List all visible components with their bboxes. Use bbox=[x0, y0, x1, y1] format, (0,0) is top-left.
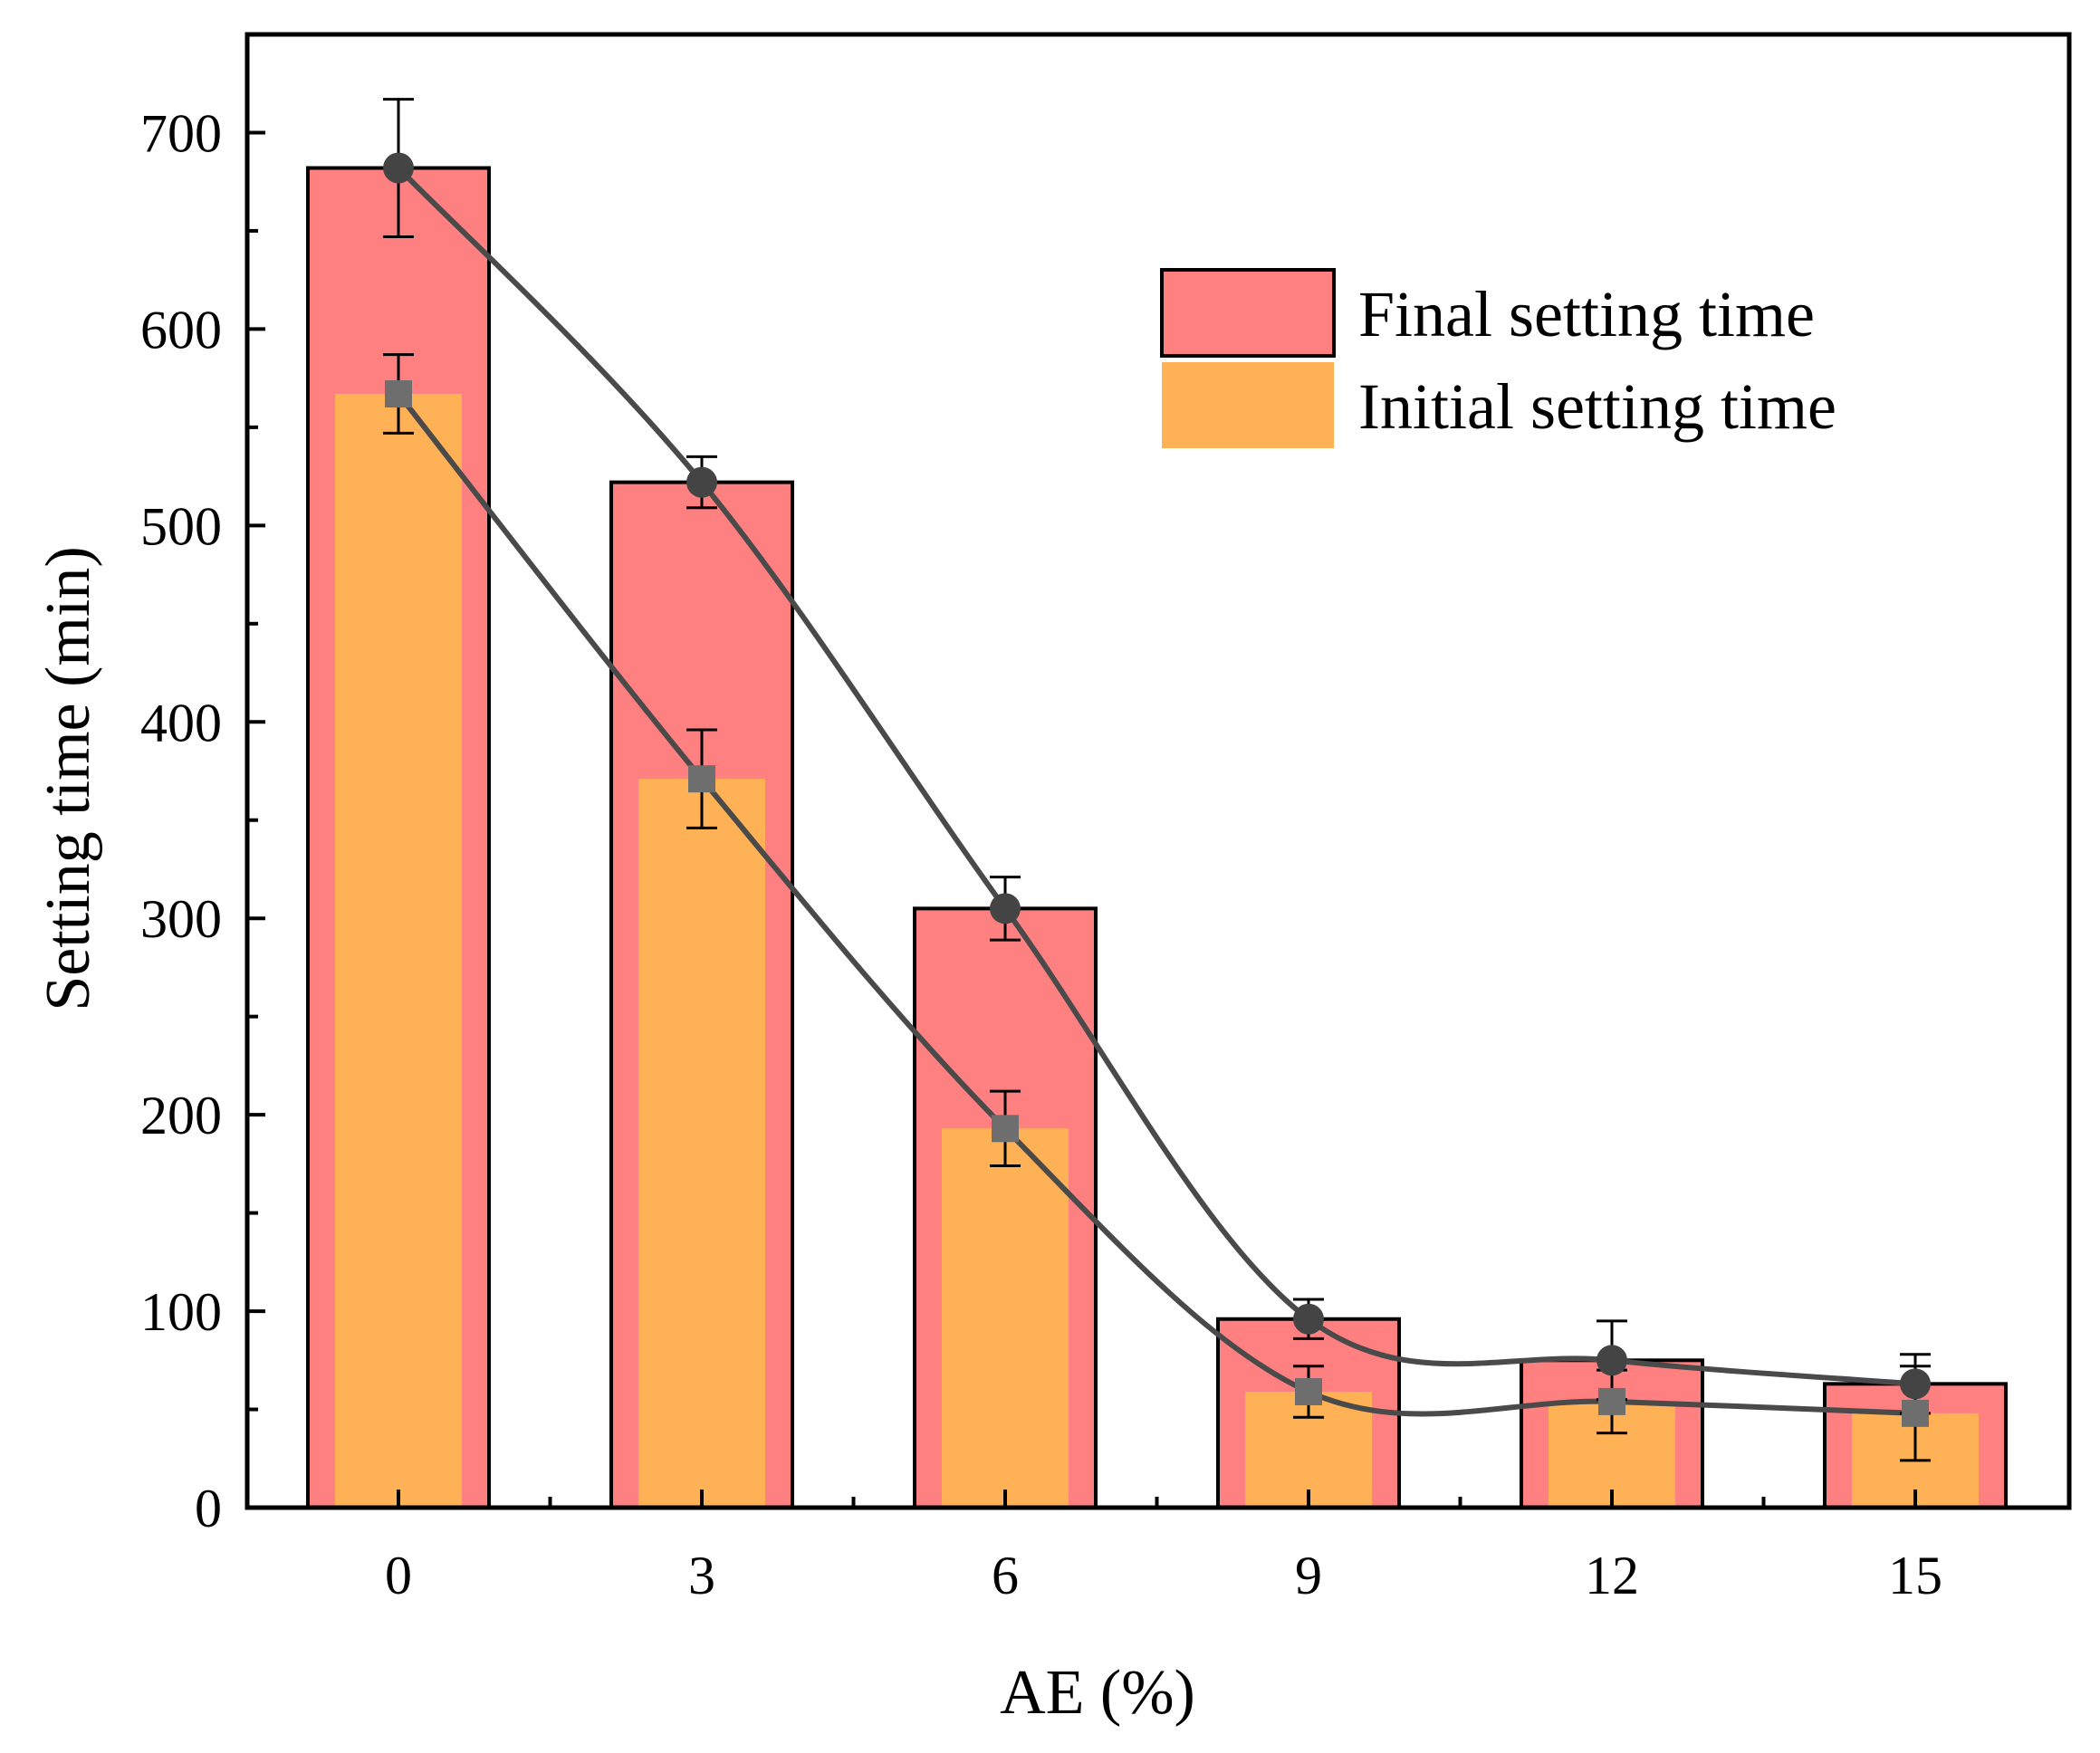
legend-label-initial-setting-time: Initial setting time bbox=[1358, 370, 1836, 443]
legend-swatch-final-setting-time bbox=[1160, 268, 1336, 358]
marker-initial-12 bbox=[1598, 1387, 1625, 1415]
y-tick-label: 0 bbox=[195, 1479, 222, 1538]
x-tick-label: 9 bbox=[1295, 1546, 1322, 1605]
bar-initial-0 bbox=[335, 393, 462, 1506]
y-tick-label: 200 bbox=[140, 1086, 222, 1145]
y-tick-label: 600 bbox=[140, 300, 222, 359]
marker-final-6 bbox=[990, 893, 1021, 924]
x-tick-label: 6 bbox=[992, 1546, 1019, 1605]
y-tick-label: 100 bbox=[140, 1282, 222, 1342]
axes-layer: 0 100 200 300 400 500 600 700 0 3 6 9 12 15 bbox=[140, 32, 2072, 1605]
legend-label-final-setting-time: Final setting time bbox=[1358, 278, 1815, 350]
marker-final-12 bbox=[1597, 1345, 1627, 1376]
legend: Final setting time Initial setting time bbox=[1160, 268, 1836, 448]
marker-initial-3 bbox=[688, 765, 715, 793]
marker-initial-6 bbox=[992, 1115, 1019, 1143]
y-axis-title: Setting time (min) bbox=[34, 546, 103, 1011]
bars-layer bbox=[306, 166, 2008, 1510]
x-tick-label: 0 bbox=[385, 1546, 412, 1605]
markers-layer bbox=[383, 152, 1931, 1427]
marker-initial-15 bbox=[1902, 1399, 1929, 1427]
legend-swatch-initial-setting-time bbox=[1162, 362, 1334, 448]
marker-final-0 bbox=[383, 152, 414, 184]
marker-initial-9 bbox=[1295, 1378, 1322, 1406]
bar-initial-6 bbox=[942, 1128, 1069, 1506]
plot-frame bbox=[245, 32, 2072, 1510]
x-tick-label: 3 bbox=[688, 1546, 715, 1605]
marker-final-9 bbox=[1293, 1303, 1324, 1335]
marker-final-15 bbox=[1900, 1368, 1931, 1400]
bar-initial-3 bbox=[638, 779, 765, 1506]
x-axis-title: AE (%) bbox=[1000, 1658, 1195, 1728]
y-tick-label: 300 bbox=[140, 889, 222, 949]
y-tick-label: 700 bbox=[140, 103, 222, 163]
marker-final-3 bbox=[686, 466, 717, 498]
marker-initial-0 bbox=[385, 379, 412, 407]
x-tick-label: 15 bbox=[1888, 1546, 1942, 1605]
y-tick-label: 500 bbox=[140, 496, 222, 556]
y-tick-label: 400 bbox=[140, 693, 222, 752]
x-tick-label: 12 bbox=[1585, 1546, 1639, 1605]
